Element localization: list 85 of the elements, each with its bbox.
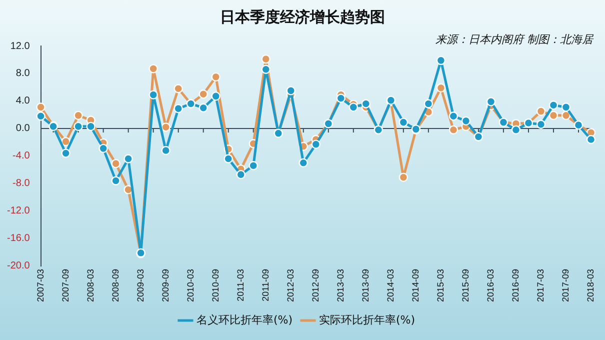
x-tick-label: 2018-03 — [585, 268, 596, 302]
point — [436, 56, 446, 66]
point — [74, 110, 83, 120]
x-tick-label: 2013-03 — [335, 268, 346, 302]
x-tick-label: 2017-03 — [535, 268, 546, 302]
point — [398, 118, 408, 127]
point — [298, 158, 308, 168]
point — [286, 86, 296, 96]
point — [486, 97, 496, 106]
point — [211, 72, 220, 82]
point — [261, 64, 270, 74]
x-tick-label: 2011-09 — [260, 268, 270, 302]
point — [124, 154, 133, 164]
point — [561, 110, 571, 120]
point — [361, 99, 371, 108]
y-tick-label: -16.0 — [6, 233, 30, 244]
point — [536, 120, 546, 129]
x-tick-label: 2015-03 — [435, 268, 446, 302]
y-tick-label: -20.0 — [6, 260, 30, 272]
point — [174, 84, 183, 94]
x-tick-label: 2010-09 — [210, 268, 220, 302]
point — [224, 154, 233, 164]
point — [36, 102, 46, 112]
point — [148, 90, 158, 100]
point — [248, 161, 258, 170]
point — [111, 176, 120, 186]
point — [548, 110, 558, 120]
point — [548, 100, 558, 110]
point — [311, 140, 320, 149]
x-tick-label: 2011-03 — [235, 268, 246, 302]
y-tick-label: 0.0 — [16, 123, 30, 134]
x-tick-label: 2009-03 — [135, 268, 146, 302]
x-tick-label: 2016-09 — [510, 268, 520, 302]
x-tick-label: 2012-09 — [310, 268, 320, 302]
point — [98, 144, 108, 154]
point — [461, 116, 471, 126]
point — [198, 90, 208, 99]
point — [398, 172, 408, 182]
point — [161, 122, 170, 132]
point — [61, 148, 70, 158]
point — [586, 134, 596, 144]
point — [511, 125, 521, 134]
point — [436, 83, 446, 93]
x-tick-label: 2008-09 — [110, 268, 120, 302]
x-tick-label: 2016-03 — [485, 268, 496, 302]
point — [74, 122, 83, 132]
x-tick-label: 2010-03 — [185, 268, 196, 302]
y-tick-label: 8.0 — [16, 68, 30, 80]
x-tick-label: 2013-09 — [360, 268, 370, 302]
point — [561, 102, 571, 112]
point — [424, 99, 434, 108]
x-tick-label: 2008-03 — [85, 268, 96, 302]
point — [198, 103, 208, 112]
x-tick-label: 2017-09 — [560, 268, 570, 302]
chart-title: 日本季度经济增长趋势图 — [219, 8, 386, 27]
x-tick-label: 2015-09 — [460, 268, 470, 302]
point — [261, 54, 270, 64]
point — [148, 64, 158, 74]
x-tick-label: 2014-09 — [410, 268, 420, 302]
point — [348, 102, 358, 112]
point — [36, 112, 46, 121]
x-tick-label: 2012-03 — [285, 268, 296, 302]
legend-label: 名义环比折年率(%) — [196, 313, 293, 326]
point — [86, 122, 96, 132]
y-tick-label: -4.0 — [12, 150, 30, 162]
point — [111, 158, 120, 168]
point — [61, 136, 70, 146]
x-tick-label: 2009-09 — [160, 268, 170, 302]
point — [174, 104, 183, 114]
x-tick-label: 2014-03 — [385, 268, 396, 302]
y-tick-label: 12.0 — [10, 40, 30, 52]
legend-label: 实际环比折年率(%) — [319, 313, 416, 326]
point — [211, 92, 220, 101]
annotation: 来源：日本内阁府 制图：北海居 — [436, 32, 593, 47]
y-tick-label: -12.0 — [6, 206, 30, 217]
y-tick-label: -8.0 — [12, 178, 30, 190]
x-tick-label: 2007-09 — [60, 268, 70, 302]
point — [448, 125, 458, 134]
y-tick-label: 4.0 — [16, 96, 30, 107]
point — [161, 146, 170, 156]
point — [336, 94, 346, 103]
point — [536, 106, 546, 116]
point — [236, 170, 246, 180]
point — [448, 112, 458, 121]
x-tick-label: 2007-03 — [35, 268, 46, 302]
